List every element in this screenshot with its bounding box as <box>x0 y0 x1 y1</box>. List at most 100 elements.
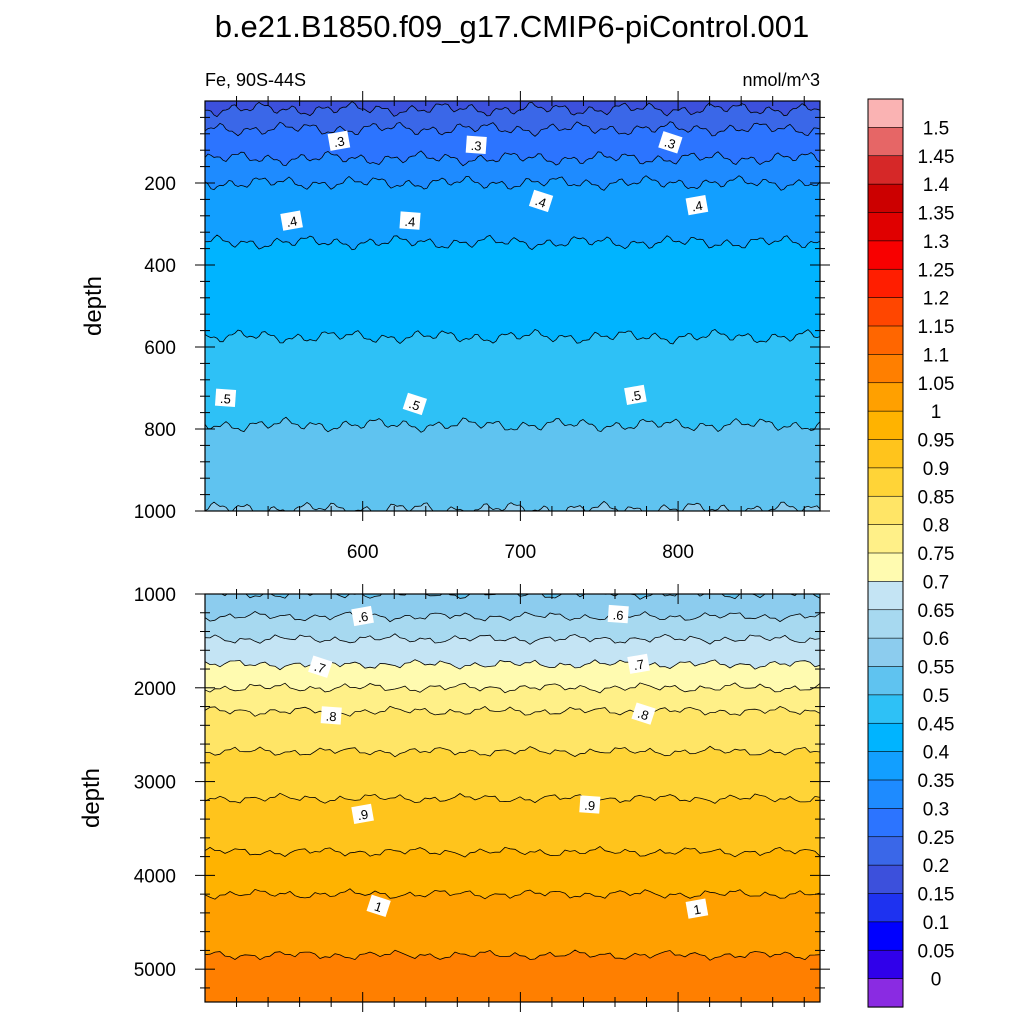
colorbar-swatch <box>867 722 904 753</box>
colorbar-label: 1.25 <box>918 260 955 281</box>
x-tick-label: 700 <box>505 542 537 563</box>
contour-label-text: .7 <box>312 659 327 677</box>
colorbar-swatch <box>867 325 904 355</box>
contour-band-1.05 <box>205 950 820 1002</box>
units-subtitle: nmol/m^3 <box>743 70 820 90</box>
contour-line-0.6 <box>205 611 820 623</box>
contour-line-0.7 <box>205 659 820 671</box>
colorbar-swatch <box>867 382 904 412</box>
colorbar-label: 0.7 <box>923 572 949 593</box>
contour-label-text: .6 <box>356 609 369 626</box>
colorbar-swatch <box>867 240 904 270</box>
contour-label-text: .4 <box>690 198 703 215</box>
contour-label-text: .6 <box>612 607 624 623</box>
colorbar-label: 0 <box>931 970 942 991</box>
colorbar-label: 1.5 <box>923 118 949 139</box>
contour-line-0.4 <box>205 234 820 251</box>
colorbar-label: 0.8 <box>923 516 949 537</box>
colorbar-label: 0.1 <box>923 913 949 934</box>
colorbar-swatch <box>867 836 904 866</box>
colorbar-swatch <box>867 552 904 582</box>
contour-label-text: .8 <box>325 709 337 725</box>
y-tick-label: 3000 <box>134 773 176 794</box>
colorbar-swatch <box>867 354 904 384</box>
lower-y-ticks: 1000 2000 3000 4000 5000 <box>134 585 830 989</box>
contour-line-0.35 <box>205 175 820 191</box>
contour-line-0.95 <box>205 846 820 858</box>
y-tick-label: 400 <box>144 256 176 277</box>
colorbar-label: 0.65 <box>918 601 955 622</box>
contour-label-text: .3 <box>663 134 678 152</box>
y-tick-label: 1000 <box>134 502 176 523</box>
colorbar-label: 0.2 <box>923 856 949 877</box>
colorbar-swatch <box>867 694 904 724</box>
colorbar-swatch <box>867 637 904 668</box>
contour-label-text: .8 <box>636 706 651 724</box>
lower-plot-frame <box>204 593 821 1003</box>
contour-label-text: .9 <box>356 807 369 824</box>
colorbar-swatch <box>867 978 904 1008</box>
colorbar-swatch <box>867 297 904 327</box>
colorbar-label: 0.75 <box>918 544 955 565</box>
contour-label: .8 <box>631 702 656 725</box>
colorbar-swatch <box>867 410 904 441</box>
colorbar-swatch <box>867 779 904 809</box>
colorbar-swatch <box>867 495 904 526</box>
contour-label-text: 1 <box>373 899 385 916</box>
contour-line-0.2 <box>205 101 820 118</box>
colorbar-label: 0.3 <box>923 799 949 820</box>
colorbar-swatch <box>867 864 904 895</box>
contour-label-text: .5 <box>407 396 422 414</box>
lower-panel: .6 .6 .7 .7 .8 .8 .9 .9 1 1 1000 2000 3000 4000 5000 <box>134 584 830 1012</box>
contour-label: .3 <box>658 131 683 154</box>
colorbar-swatch <box>867 893 904 923</box>
colorbar-swatch <box>867 751 904 781</box>
contour-label-text: .5 <box>629 388 642 405</box>
contour-label: .9 <box>579 795 601 814</box>
contour-label: .5 <box>402 392 427 416</box>
contour-label-text: .9 <box>584 798 596 814</box>
colorbar-swatch <box>867 609 904 639</box>
colorbar-label: 0.15 <box>918 885 955 906</box>
contour-label: .3 <box>465 135 487 154</box>
contour-label: .6 <box>607 604 629 624</box>
colorbar-swatch <box>867 127 904 157</box>
contour-label: .5 <box>624 384 647 406</box>
contour-line-0.8 <box>205 705 820 717</box>
y-tick-label: 2000 <box>134 679 176 700</box>
contour-label: .9 <box>351 803 374 825</box>
colorbar-label: 0.25 <box>918 828 955 849</box>
contour-label-text: .7 <box>632 656 645 673</box>
plot-title: b.e21.B1850.f09_g17.CMIP6-piControl.001 <box>215 9 810 44</box>
contour-label: .4 <box>685 195 709 216</box>
contour-line-0.25 <box>205 121 820 137</box>
upper-contour-fill: .3 .3 .3 .4 .4 .4 .4 .5 .5 .5 <box>205 101 820 511</box>
contour-label: .3 <box>327 130 351 151</box>
colorbar-swatch <box>867 98 904 128</box>
contour-label-text: .4 <box>533 193 548 211</box>
y-tick-label: 800 <box>144 420 176 441</box>
colorbar-swatch <box>867 467 904 497</box>
colorbar-swatch <box>867 439 904 469</box>
contour-label: 1 <box>366 894 391 917</box>
colorbar-swatch <box>867 581 904 611</box>
colorbar-label: 0.95 <box>918 431 955 452</box>
colorbar-label: 1.35 <box>918 204 955 225</box>
colorbar-swatch <box>867 524 904 554</box>
y-tick-label: 200 <box>144 174 176 195</box>
contour-line-0.55 <box>205 500 820 511</box>
contour-label-text: .3 <box>332 133 345 150</box>
lower-contour-fill: .6 .6 .7 .7 .8 .8 .9 .9 1 1 <box>205 594 820 1002</box>
upper-x-ticks: 600 700 800 <box>236 91 805 563</box>
colorbar-swatch <box>867 212 904 242</box>
x-tick-label: 600 <box>347 542 379 563</box>
contour-label: 1 <box>685 898 709 919</box>
colorbar-label: 1.4 <box>923 175 950 196</box>
colorbar-label: 0.85 <box>918 487 955 508</box>
colorbar-swatch <box>867 666 904 696</box>
contour-label-text: .3 <box>470 138 482 154</box>
contour-line-0.45 <box>205 329 820 345</box>
colorbar-label: 1.15 <box>918 317 955 338</box>
contour-label: .7 <box>627 653 650 674</box>
